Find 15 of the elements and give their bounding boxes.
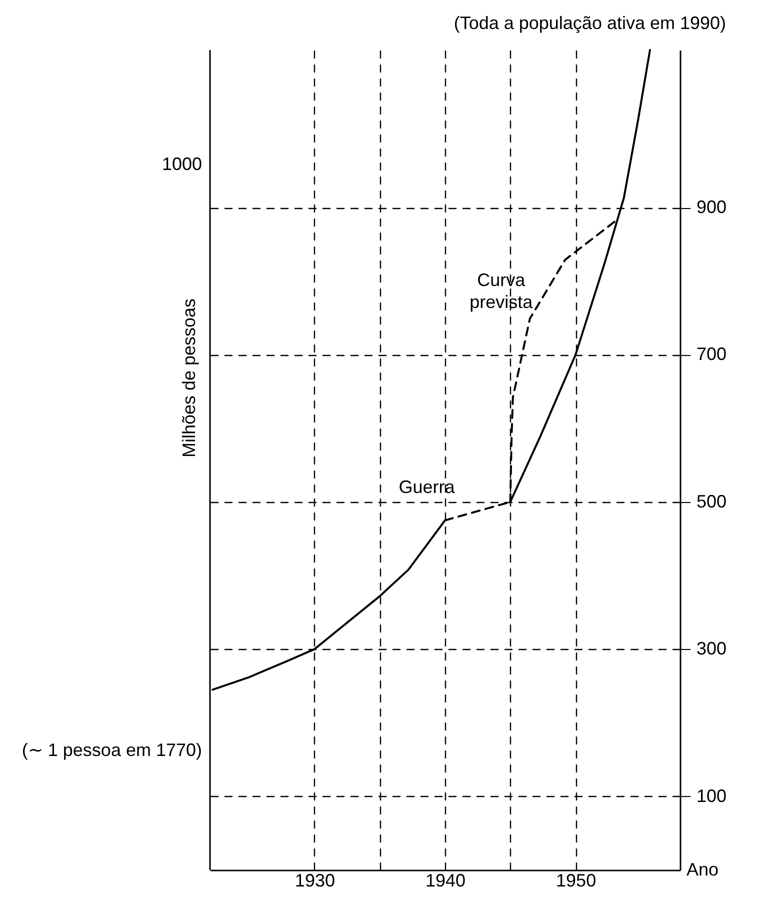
annotation: Guerra bbox=[398, 476, 456, 497]
annotation: Curva prevista bbox=[470, 270, 534, 312]
text: 1000 bbox=[162, 154, 202, 174]
text: (Toda a população ativa em 1990) bbox=[454, 13, 726, 33]
x-axis-title: Ano bbox=[686, 860, 719, 880]
x-tick-label: 1930 bbox=[294, 870, 335, 890]
x-tick-label: 1940 bbox=[425, 870, 466, 890]
text: (∼ 1 pessoa em 1770) bbox=[22, 740, 202, 760]
y-tick-label: 300 bbox=[696, 638, 727, 659]
x-tick-label: 1950 bbox=[556, 870, 596, 890]
y-tick-label: 500 bbox=[696, 491, 727, 512]
y-tick-label: 700 bbox=[696, 344, 727, 364]
y-tick-label: 100 bbox=[696, 786, 727, 806]
y-axis-title: Milhões de pessoas bbox=[179, 298, 199, 458]
y-tick-label: 900 bbox=[696, 197, 727, 218]
